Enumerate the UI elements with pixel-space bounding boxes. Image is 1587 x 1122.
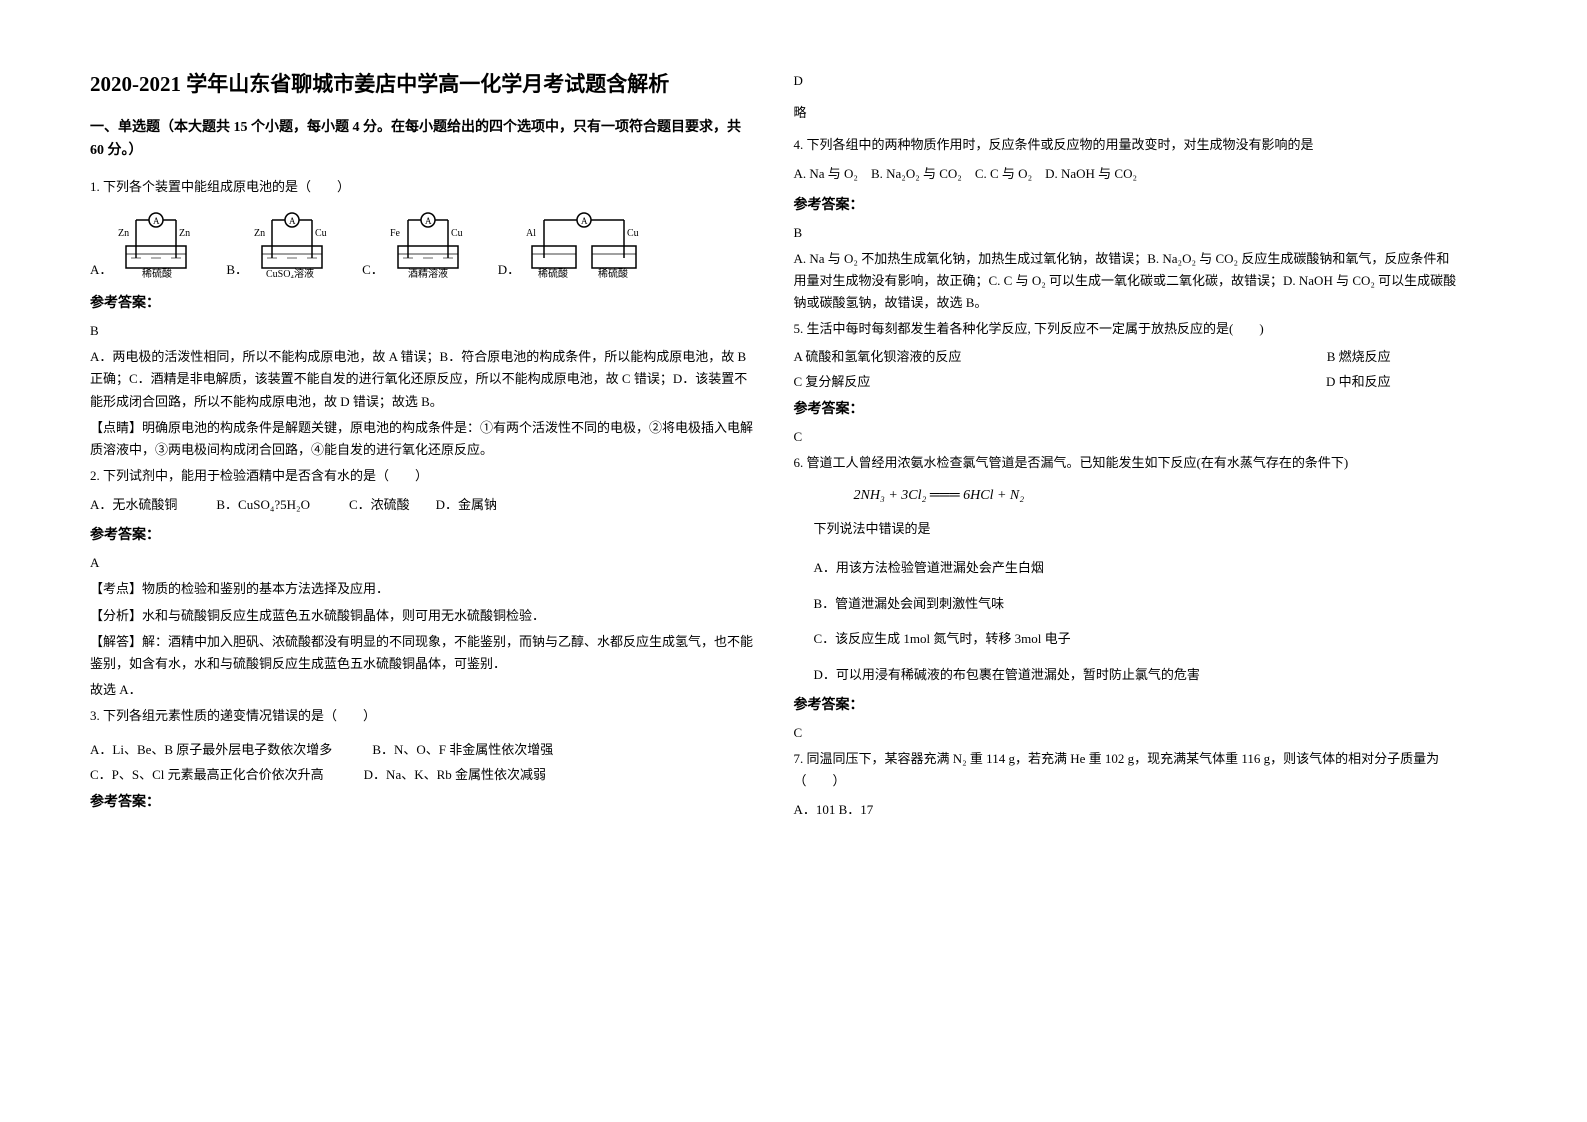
q3-opt-c: C．P、S、Cl 元素最高正化合价依次升高 xyxy=(90,764,324,783)
circuit-a-svg: A Zn Zn 稀硫酸 xyxy=(116,208,196,278)
q6-opt-b: B．管道泄漏处会闻到刺激性气味 xyxy=(794,592,1458,615)
question-1-text: 1. 下列各个装置中能组成原电池的是（ ） xyxy=(90,176,754,198)
q4-answer-letter: B xyxy=(794,222,1458,244)
q6-opt-d: D．可以用浸有稀碱液的布包裹在管道泄漏处，暂时防止氯气的危害 xyxy=(794,663,1458,686)
svg-text:A: A xyxy=(289,216,296,226)
q5-row1: A 硫酸和氢氧化钡溶液的反应 B 燃烧反应 xyxy=(794,346,1391,365)
question-2-text: 2. 下列试剂中，能用于检验酒精中是否含有水的是（ ） xyxy=(90,465,754,487)
svg-text:Zn: Zn xyxy=(118,228,129,239)
q2-note1: 【考点】物质的检验和鉴别的基本方法选择及应用． xyxy=(90,578,754,600)
circuit-b: B． A Zn Cu CuSO₄溶液 xyxy=(226,208,332,278)
q3-extra: 略 xyxy=(794,102,1458,124)
svg-text:Zn: Zn xyxy=(179,228,190,239)
q2-answer-letter: A xyxy=(90,552,754,574)
q6-opt-c: C．该反应生成 1mol 氮气时，转移 3mol 电子 xyxy=(794,627,1458,650)
q5-opt-a: A 硫酸和氢氧化钡溶液的反应 xyxy=(794,346,962,365)
q5-opt-b: B 燃烧反应 xyxy=(1327,346,1391,365)
section-header: 一、单选题（本大题共 15 个小题，每小题 4 分。在每小题给出的四个选项中，只… xyxy=(90,117,754,162)
circuit-c-svg: A Fe Cu 酒精溶液 xyxy=(388,208,468,278)
q6-subtext: 下列说法中错误的是 xyxy=(794,518,1458,540)
q5-answer-letter: C xyxy=(794,426,1458,448)
q3-opt-a: A．Li、Be、B 原子最外层电子数依次增多 xyxy=(90,739,332,758)
circuit-d-svg: A Al Cu 稀硫酸 稀硫酸 xyxy=(524,208,644,278)
q6-answer-letter: C xyxy=(794,722,1458,744)
circuit-a: A． A Zn Zn 稀硫酸 xyxy=(90,208,196,278)
q2-note4: 故选 A． xyxy=(90,679,754,701)
q6-formula: 2NH₃ + 3Cl₂ ═══ 6HCl + N₂ xyxy=(854,488,1458,504)
q4-explanation: A. Na 与 O₂ 不加热生成氧化钠，加热生成过氧化钠，故错误；B. Na₂O… xyxy=(794,248,1458,314)
svg-text:酒精溶液: 酒精溶液 xyxy=(408,267,448,278)
q7-options: A．101 B．17 xyxy=(794,798,1458,821)
question-6-text: 6. 管道工人曾经用浓氨水检查氯气管道是否漏气。已知能发生如下反应(在有水蒸气存… xyxy=(794,452,1458,474)
answer-label-1: 参考答案： xyxy=(90,292,754,312)
q6-opt-a: A．用该方法检验管道泄漏处会产生白烟 xyxy=(794,556,1458,579)
q1-explanation: A．两电极的活泼性相同，所以不能构成原电池，故 A 错误；B．符合原电池的构成条… xyxy=(90,346,754,412)
exam-title: 2020-2021 学年山东省聊城市姜店中学高一化学月考试题含解析 xyxy=(90,70,754,99)
svg-text:Fe: Fe xyxy=(390,228,401,239)
svg-text:A: A xyxy=(153,216,160,226)
question-5-text: 5. 生活中每时每刻都发生着各种化学反应, 下列反应不一定属于放热反应的是( ) xyxy=(794,318,1458,340)
circuit-b-label: B． xyxy=(226,259,248,278)
q3-opt-d: D．Na、K、Rb 金属性依次减弱 xyxy=(364,764,546,783)
svg-text:Al: Al xyxy=(526,228,536,239)
svg-text:Cu: Cu xyxy=(627,228,639,239)
circuit-a-label: A． xyxy=(90,259,112,278)
q2-note3: 【解答】解：酒精中加入胆矾、浓硫酸都没有明显的不同现象，不能鉴别，而钠与乙醇、水… xyxy=(90,631,754,675)
answer-label-2: 参考答案： xyxy=(90,524,754,544)
svg-text:Zn: Zn xyxy=(254,228,265,239)
question-3-text: 3. 下列各组元素性质的递变情况错误的是（ ） xyxy=(90,705,754,727)
q3-row1: A．Li、Be、B 原子最外层电子数依次增多 B．N、O、F 非金属性依次增强 xyxy=(90,739,754,758)
svg-text:Cu: Cu xyxy=(315,228,327,239)
svg-text:稀硫酸: 稀硫酸 xyxy=(598,267,628,278)
q4-options: A. Na 与 O₂ B. Na₂O₂ 与 CO₂ C. C 与 O₂ D. N… xyxy=(794,162,1458,185)
question-1-circuits: A． A Zn Zn 稀硫酸 xyxy=(90,208,754,278)
circuit-d: D． A Al Cu 稀硫酸 稀硫酸 xyxy=(498,208,644,278)
q2-note2: 【分析】水和与硫酸铜反应生成蓝色五水硫酸铜晶体，则可用无水硫酸铜检验． xyxy=(90,605,754,627)
q5-opt-d: D 中和反应 xyxy=(1326,371,1391,390)
answer-label-3: 参考答案： xyxy=(90,791,754,811)
svg-text:Cu: Cu xyxy=(451,228,463,239)
q5-opt-c: C 复分解反应 xyxy=(794,371,871,390)
q2-options: A．无水硫酸铜 B．CuSO₄?5H₂O C．浓硫酸 D．金属钠 xyxy=(90,493,754,516)
svg-text:CuSO₄溶液: CuSO₄溶液 xyxy=(266,267,314,278)
answer-label-4: 参考答案： xyxy=(794,194,1458,214)
circuit-c: C． A Fe Cu 酒精溶液 xyxy=(362,208,468,278)
right-column: D 略 4. 下列各组中的两种物质作用时，反应条件或反应物的用量改变时，对生成物… xyxy=(794,70,1498,1052)
circuit-d-label: D． xyxy=(498,259,520,278)
q5-row2: C 复分解反应 D 中和反应 xyxy=(794,371,1391,390)
answer-label-6: 参考答案： xyxy=(794,694,1458,714)
svg-text:A: A xyxy=(425,216,432,226)
question-4-text: 4. 下列各组中的两种物质作用时，反应条件或反应物的用量改变时，对生成物没有影响… xyxy=(794,134,1458,156)
circuit-b-svg: A Zn Cu CuSO₄溶液 xyxy=(252,208,332,278)
circuit-c-label: C． xyxy=(362,259,384,278)
q1-answer-letter: B xyxy=(90,320,754,342)
left-column: 2020-2021 学年山东省聊城市姜店中学高一化学月考试题含解析 一、单选题（… xyxy=(90,70,794,1052)
q3-row2: C．P、S、Cl 元素最高正化合价依次升高 D．Na、K、Rb 金属性依次减弱 xyxy=(90,764,754,783)
svg-text:稀硫酸: 稀硫酸 xyxy=(538,267,568,278)
svg-text:稀硫酸: 稀硫酸 xyxy=(142,267,172,278)
q3-opt-b: B．N、O、F 非金属性依次增强 xyxy=(372,739,553,758)
answer-label-5: 参考答案： xyxy=(794,398,1458,418)
q3-answer-letter: D xyxy=(794,70,1458,92)
q1-note: 【点睛】明确原电池的构成条件是解题关键，原电池的构成条件是：①有两个活泼性不同的… xyxy=(90,417,754,461)
svg-text:A: A xyxy=(581,216,588,226)
question-7-text: 7. 同温同压下，某容器充满 N₂ 重 114 g，若充满 He 重 102 g… xyxy=(794,748,1458,792)
